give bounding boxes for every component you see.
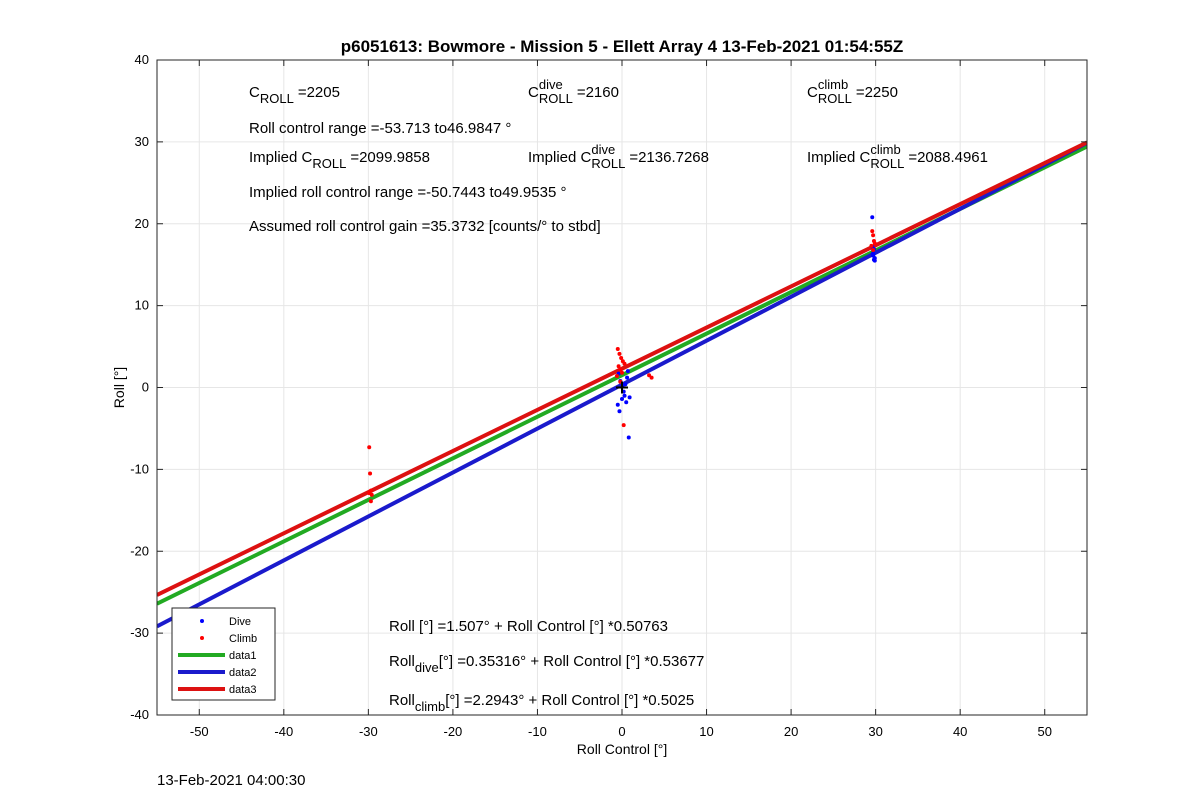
point-climb xyxy=(869,243,874,248)
annotation-fit-dive: Roll xyxy=(389,653,415,670)
annotation-croll-value: =2205 xyxy=(298,84,340,101)
point-climb xyxy=(621,423,626,428)
y-tick-label: -40 xyxy=(130,707,149,722)
point-dive xyxy=(620,396,624,401)
point-climb xyxy=(615,347,620,352)
point-dive xyxy=(617,409,622,414)
annotation-implied-cdive-sup: dive xyxy=(591,142,615,157)
annotation-implied-range: Implied roll control range =-50.7443 to4… xyxy=(249,184,566,201)
point-dive xyxy=(872,258,877,263)
point-climb xyxy=(368,499,373,504)
point-climb xyxy=(617,351,622,356)
legend-label-data3: data3 xyxy=(229,684,257,696)
legend-label-data2: data2 xyxy=(229,667,257,679)
point-dive xyxy=(625,375,630,380)
annotation-fit-dive-sub: dive xyxy=(415,660,439,675)
y-tick-label: 20 xyxy=(135,216,149,231)
x-tick-label: 0 xyxy=(618,724,625,739)
legend: Dive Climb data1 data2 data3 xyxy=(171,607,276,701)
annotation-implied-cdive-sub: ROLL xyxy=(591,156,625,171)
annotation-cdive-value: =2160 xyxy=(577,84,619,101)
annotation-cdive-sup: dive xyxy=(539,77,563,92)
annotation-implied-cclimb: Implied C xyxy=(807,149,871,166)
x-tick-label: -20 xyxy=(444,724,463,739)
annotation-cclimb-value: =2250 xyxy=(856,84,898,101)
data-layer xyxy=(157,140,1087,629)
annotation-cdive-sub: ROLL xyxy=(539,91,573,106)
y-tick-label: -20 xyxy=(130,543,149,558)
y-tick-label: 10 xyxy=(135,298,149,313)
annotation-implied-cdive: Implied C xyxy=(528,149,592,166)
y-tick-label: 40 xyxy=(135,52,149,67)
point-climb xyxy=(367,491,372,496)
x-tick-label: 30 xyxy=(868,724,882,739)
annotation-croll-sub: ROLL xyxy=(260,91,294,106)
annotation-fit-climb-rest: [°] =2.2943° + Roll Control [°] *0.5025 xyxy=(445,692,694,709)
point-dive xyxy=(627,395,632,400)
point-dive xyxy=(626,435,631,440)
y-axis-label: Roll [°] xyxy=(111,367,127,408)
annotation-cdive: C xyxy=(528,84,539,101)
annotation-fit-climb: Roll xyxy=(389,692,415,709)
point-climb xyxy=(368,471,373,476)
point-climb xyxy=(872,241,877,246)
point-dive xyxy=(615,402,620,407)
annotation-fit-dive-rest: [°] =0.35316° + Roll Control [°] *0.5367… xyxy=(439,653,705,670)
point-climb xyxy=(649,375,654,380)
point-dive xyxy=(871,251,876,256)
annotation-cclimb-sup: climb xyxy=(818,77,848,92)
legend-label-data1: data1 xyxy=(229,650,257,662)
point-climb xyxy=(870,229,875,234)
annotation-gain: Assumed roll control gain =35.3732 [coun… xyxy=(249,218,601,235)
y-tick-label: -10 xyxy=(130,461,149,476)
point-climb xyxy=(619,356,624,361)
point-dive xyxy=(624,400,629,405)
annotation-implied-cclimb-value: =2088.4961 xyxy=(908,149,988,166)
point-dive xyxy=(870,215,875,220)
x-tick-label: 50 xyxy=(1037,724,1051,739)
x-tick-label: -10 xyxy=(528,724,547,739)
point-climb xyxy=(616,364,621,369)
point-climb xyxy=(620,370,624,375)
x-tick-label: -50 xyxy=(190,724,209,739)
point-climb xyxy=(622,361,627,366)
point-climb xyxy=(871,233,876,238)
legend-label-climb: Climb xyxy=(229,633,257,645)
point-climb xyxy=(647,373,652,378)
legend-marker-dive xyxy=(200,619,204,623)
y-tick-label: 0 xyxy=(142,380,149,395)
point-dive xyxy=(625,369,630,374)
x-tick-label: 10 xyxy=(699,724,713,739)
annotation-implied-croll: Implied C xyxy=(249,149,313,166)
annotation-implied-cdive-value: =2136.7268 xyxy=(629,149,709,166)
point-climb xyxy=(367,445,372,450)
point-climb xyxy=(871,247,876,252)
annotation-implied-cclimb-sup: climb xyxy=(870,142,900,157)
annotation-roll-range: Roll control range =-53.713 to46.9847 ° xyxy=(249,120,511,137)
chart-title: p6051613: Bowmore - Mission 5 - Ellett A… xyxy=(341,37,904,56)
footer-timestamp: 13-Feb-2021 04:00:30 xyxy=(157,772,306,789)
legend-marker-climb xyxy=(200,636,204,640)
y-tick-label: -30 xyxy=(130,625,149,640)
annotation-implied-croll-sub: ROLL xyxy=(312,156,346,171)
annotation-cclimb: C xyxy=(807,84,818,101)
x-axis-label: Roll Control [°] xyxy=(577,741,667,757)
annotation-croll: C xyxy=(249,84,260,101)
legend-label-dive: Dive xyxy=(229,616,251,628)
annotation-fit-climb-sub: climb xyxy=(415,699,445,714)
y-tick-label: 30 xyxy=(135,134,149,149)
x-tick-label: -30 xyxy=(359,724,378,739)
annotation-implied-croll-value: =2099.9858 xyxy=(350,149,430,166)
annotation-fit-all: Roll [°] =1.507° + Roll Control [°] *0.5… xyxy=(389,618,668,635)
annotation-cclimb-sub: ROLL xyxy=(818,91,852,106)
x-tick-label: -40 xyxy=(274,724,293,739)
x-tick-label: 40 xyxy=(953,724,967,739)
x-tick-label: 20 xyxy=(784,724,798,739)
point-climb xyxy=(614,374,619,379)
annotation-implied-cclimb-sub: ROLL xyxy=(870,156,904,171)
point-dive xyxy=(622,393,627,398)
point-climb xyxy=(618,367,623,372)
